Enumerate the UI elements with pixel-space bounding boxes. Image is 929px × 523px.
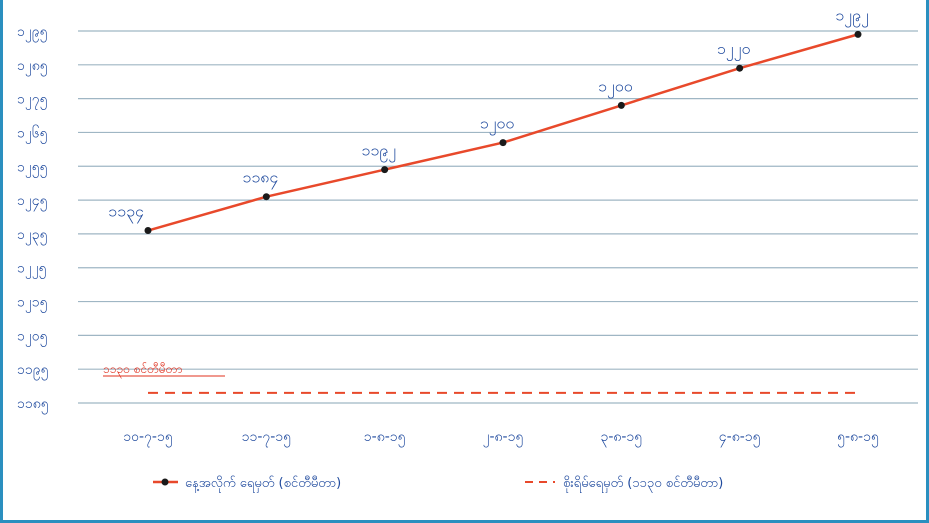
y-axis-tick-labels: ၁၂၉၅၁၂၈၅၁၂၇၅၁၂၆၅၁၂၅၅၁၂၄၅၁၂၃၅၁၂၂၅၁၂၁၅၁၂၀၅… [17,24,49,414]
threshold-annotation: ၁၁၃၀ စင်တီမီတာ [103,361,182,379]
x-tick-label: ၃-၈-၁၅ [600,429,642,447]
x-axis-tick-labels: ၁၀-၇-၁၅ ၁၁-၇-၁၅ ၁-၈-၁၅ ၂-၈-၁၅ ၃-၈-၁၅ ၄-၈-၁၅ ၅-… [123,429,879,447]
legend-series-label: နေ့အလိုက် ရေမှတ် (စင်တီမီတာ) [185,475,341,493]
y-tick-label: ၁၁၈၅ [17,396,49,414]
x-tick-label: ၅-၈-၁၅ [837,429,879,447]
data-point [262,193,270,201]
annotation-layer: ၁၁၃၀ စင်တီမီတာ [103,361,225,379]
x-tick-label: ၁၁-၇-၁၅ [242,429,292,447]
data-label: ၁၂၀၀ [480,114,515,136]
legend-threshold-label: စိုးရိမ်ရေမှတ် (၁၁၃၀ စင်တီမီတာ) [563,475,723,493]
data-label: ၁၁၉၂ [361,141,396,163]
x-tick-label: ၁၀-၇-၁၅ [123,429,173,447]
data-point [736,64,744,72]
data-label: ၁၁၃၄ [108,202,144,224]
data-point [499,139,507,147]
y-tick-label: ၁၁၉၅ [17,362,49,380]
y-tick-label: ၁၂၈၅ [17,58,48,76]
y-tick-label: ၁၂၄၅ [17,193,48,211]
data-point [381,166,389,174]
y-tick-label: ၁၂၃၅ [17,227,48,245]
data-label: ၁၂၂၀ [717,39,751,61]
data-label: ၁၂၀၀ [598,76,633,98]
x-tick-label: ၁-၈-၁၅ [364,429,406,447]
line-chart: ၁၂၉၅၁၂၈၅၁၂၇၅၁၂၆၅၁၂၅၅၁၂၄၅၁၂၃၅၁၂၂၅၁၂၁၅၁၂၀၅… [17,5,918,493]
y-tick-label: ၁၂၉၅ [17,24,48,42]
y-tick-label: ၁၂၁၅ [17,295,48,313]
data-label: ၁၁၈၄ [242,168,278,190]
y-tick-label: ၁၂၅၅ [17,159,48,177]
y-tick-label: ၁၂၆၅ [17,125,48,143]
chart-legend: နေ့အလိုက် ရေမှတ် (စင်တီမီတာ) စိုးရိမ်ရေမှ… [153,475,723,493]
data-point [617,101,625,109]
x-tick-label: ၂-၈-၁၅ [483,429,524,447]
legend-series-marker [161,478,169,486]
data-label: ၁၂၉၂ [835,5,869,27]
x-tick-label: ၄-၈-၁၅ [719,429,761,447]
y-tick-label: ၁၂၇၅ [17,92,48,110]
data-point [854,30,862,38]
data-point [144,227,152,235]
y-tick-label: ၁၂၂၅ [17,261,47,279]
grid-lines [78,30,918,404]
y-tick-label: ၁၂၀၅ [17,328,48,346]
